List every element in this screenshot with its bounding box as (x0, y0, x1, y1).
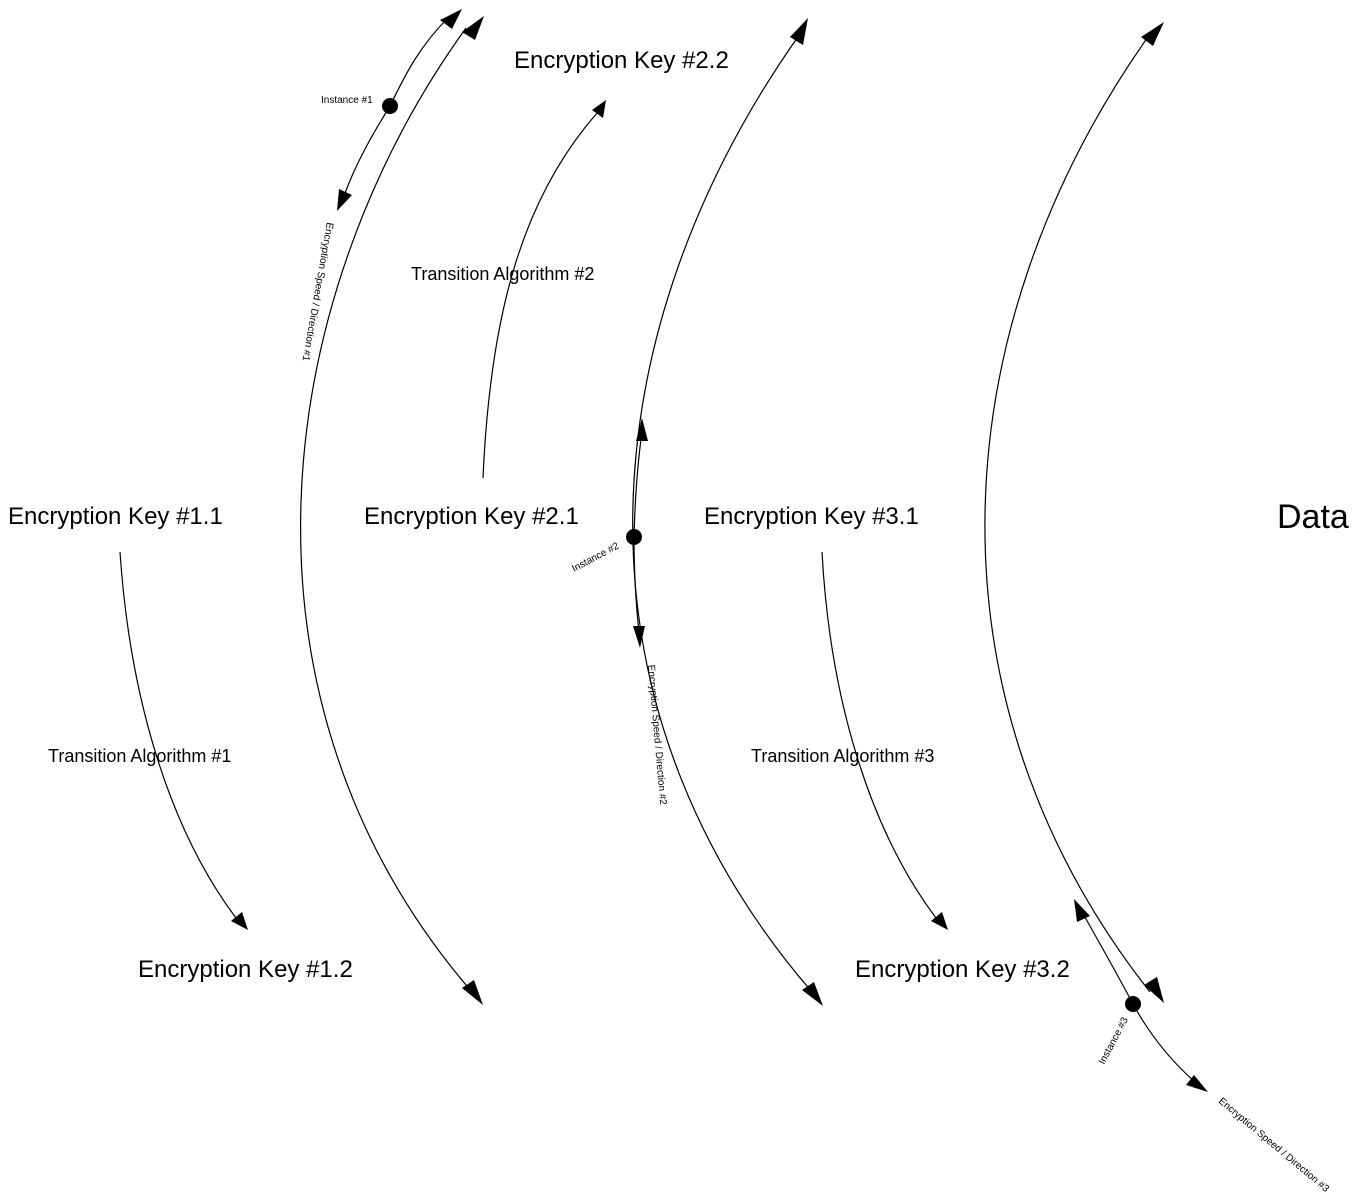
speed-label-1: Encryption Speed / Direction #1 (300, 221, 335, 362)
transition-arc-3 (821, 551, 937, 919)
instance-3-arc-up (1081, 911, 1134, 1005)
separator-arc-2 (632, 33, 813, 993)
key-label-2-1: Encryption Key #2.1 (364, 503, 579, 530)
instance-2-arc-down (633, 536, 640, 633)
data-label: Data (1277, 498, 1349, 536)
arrowhead-instance-2-up (636, 418, 648, 441)
key-label-1-2: Encryption Key #1.2 (138, 956, 353, 983)
arrowhead-instance-3-down (1186, 1075, 1208, 1092)
instance-3-arc-down (1132, 1003, 1196, 1083)
arrowhead-transition-2 (592, 100, 606, 118)
arrowhead-arc-2-top (790, 18, 808, 45)
instance-2-arc-up (633, 431, 643, 538)
transition-arc-2 (482, 111, 599, 479)
instance-2-dot (626, 529, 642, 545)
key-label-3-1: Encryption Key #3.1 (704, 503, 919, 530)
separator-arc-1 (300, 27, 473, 993)
instance-label-3: Instance #3 (1097, 1015, 1131, 1066)
key-label-2-2: Encryption Key #2.2 (514, 47, 729, 74)
instance-3-dot (1125, 996, 1141, 1012)
instance-label-2: Instance #2 (570, 540, 621, 574)
arrowhead-arc-2-bottom (802, 982, 823, 1006)
speed-label-2: Encryption Speed / Direction #2 (645, 664, 668, 805)
arrowhead-instance-2-down (633, 626, 645, 648)
instance-1-dot (382, 98, 398, 114)
key-label-1-1: Encryption Key #1.1 (8, 503, 223, 530)
transition-arc-1 (119, 551, 237, 919)
transition-label-1: Transition Algorithm #1 (48, 746, 231, 766)
key-label-3-2: Encryption Key #3.2 (855, 956, 1070, 983)
arrowhead-arc-1-top (462, 16, 484, 40)
instance-1-arc-down (343, 105, 391, 197)
speed-label-3: Encryption Speed / Direction #3 (1216, 1096, 1331, 1195)
arrowhead-arc-3-top (1141, 22, 1164, 46)
instance-1-arc-up (389, 15, 451, 107)
arrowhead-instance-1-down (337, 189, 352, 211)
instance-label-1: Instance #1 (321, 95, 373, 106)
arrowhead-instance-1-up (440, 9, 462, 29)
arrowhead-arc-1-bottom (462, 980, 483, 1005)
separator-arc-3 (984, 33, 1151, 993)
arrowhead-transition-1 (231, 912, 248, 930)
arrowhead-instance-3-up (1074, 899, 1090, 922)
arrowhead-arc-3-bottom (1144, 977, 1164, 1003)
arrowhead-transition-3 (931, 912, 948, 930)
transition-label-2: Transition Algorithm #2 (411, 264, 594, 284)
transition-label-3: Transition Algorithm #3 (751, 746, 934, 766)
